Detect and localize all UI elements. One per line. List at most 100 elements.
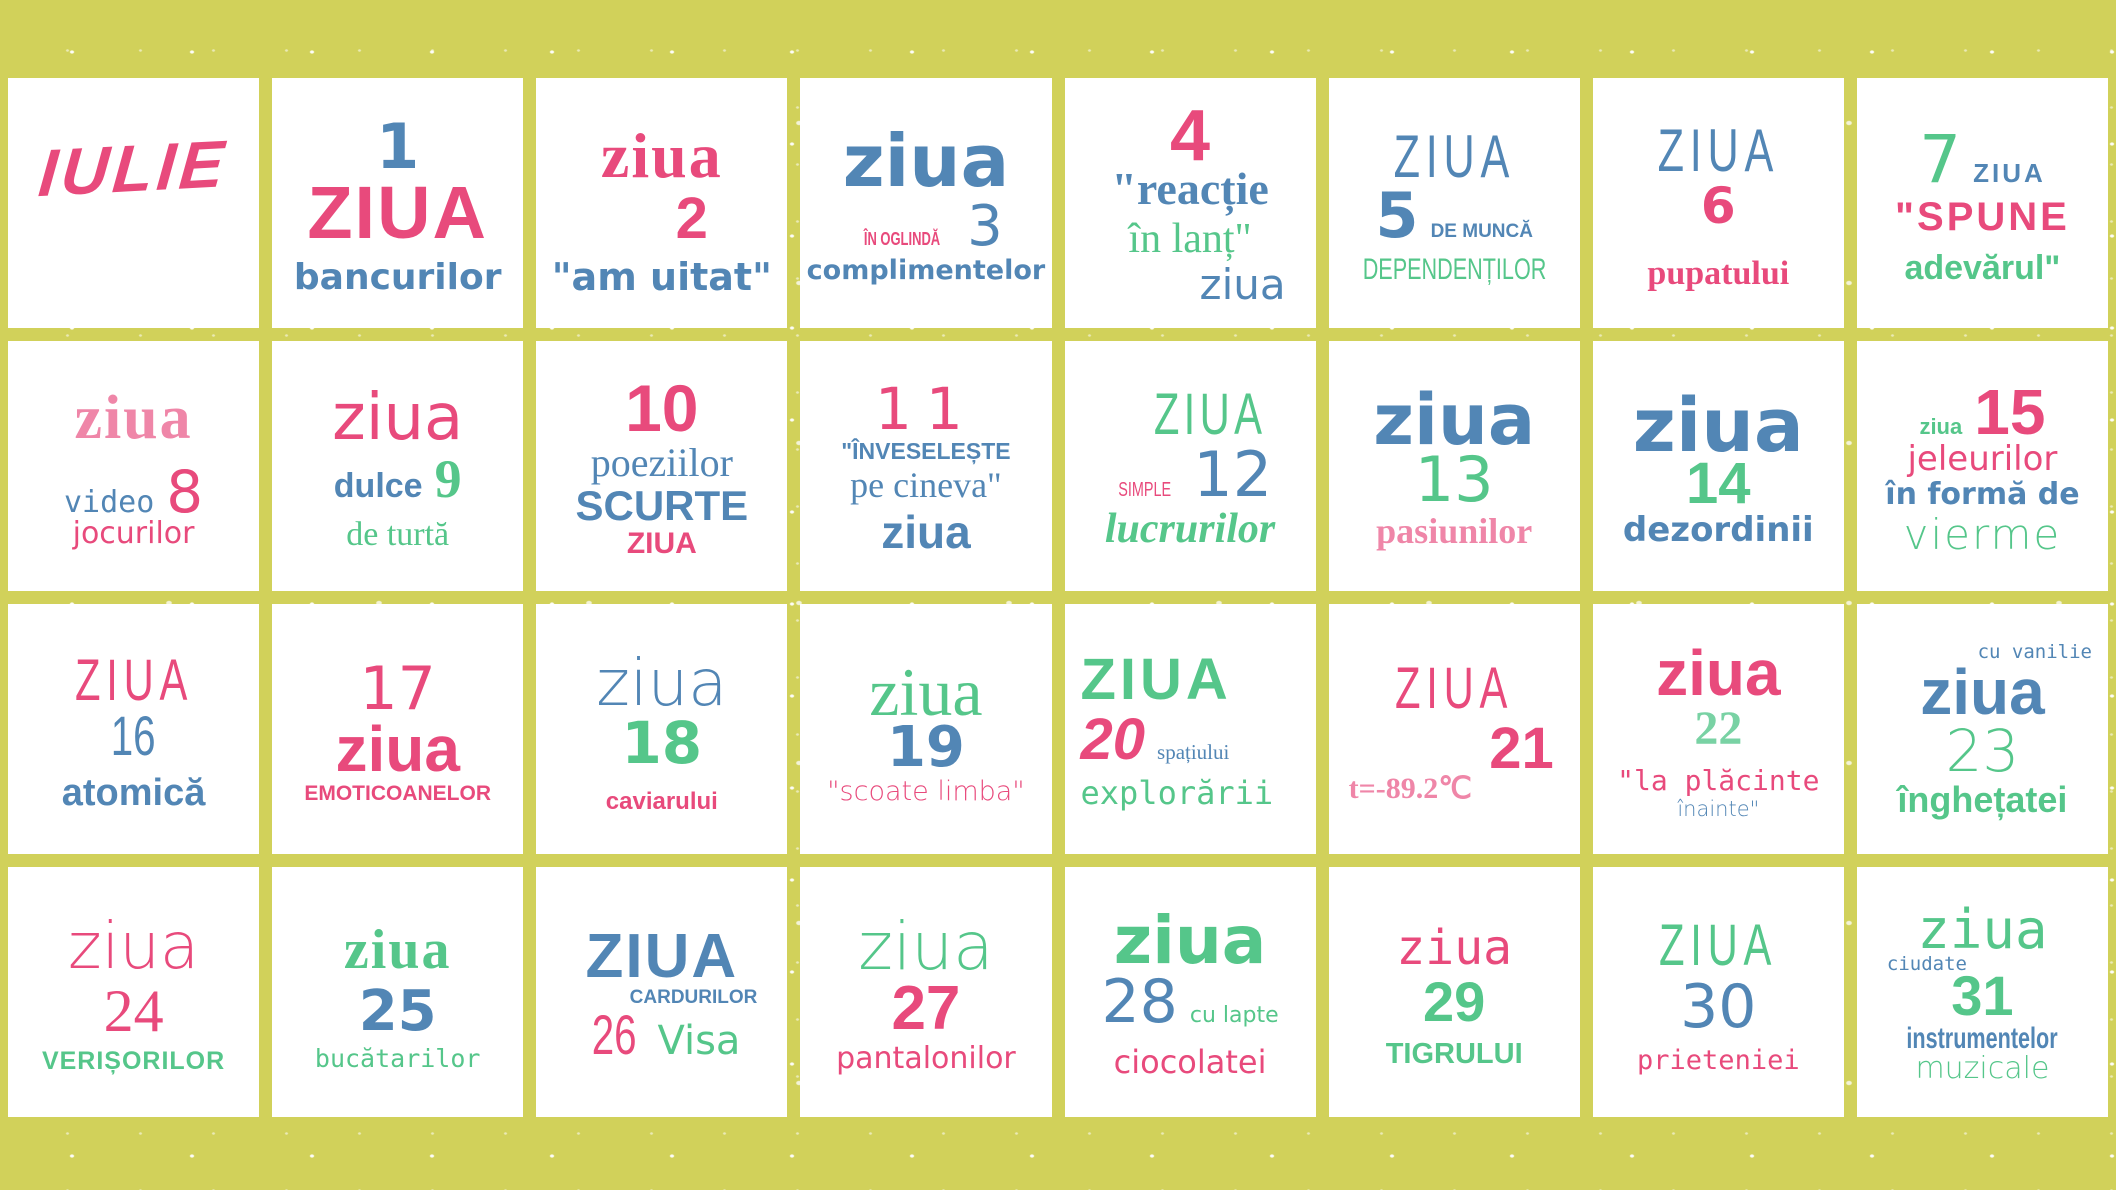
day-4-text-1-0: "reacție	[1111, 163, 1269, 214]
day-10-text-0-0: 10	[625, 371, 699, 445]
day-21-line-0: ZIUA	[1335, 660, 1574, 718]
day-cell-28: ziua 28 cu lapte ciocolatei	[1064, 867, 1316, 1117]
day-10-line-3: ZIUA	[542, 529, 781, 559]
day-18-text-0-0: ziua	[596, 647, 728, 721]
day-25-text-2-0: bucătarilor	[314, 1043, 481, 1073]
day-9-line-1: dulce 9	[278, 452, 517, 506]
day-18-line-1: 18	[542, 714, 781, 772]
day-11-line-3: ziua	[806, 509, 1045, 555]
day-17-line-1: ziua	[278, 717, 517, 781]
day-10-text-2-0: SCURTE	[575, 482, 749, 529]
day-5-line-2: DEPENDENȚILOR	[1335, 255, 1574, 285]
day-16-text-0-0: ZIUA	[74, 648, 193, 713]
day-5-text-0-0: ZIUA	[1393, 123, 1515, 190]
day-23-line-1: ziua	[1863, 660, 2102, 724]
day-12-line-0: ZIUA	[1091, 386, 1316, 444]
day-14-line-2: dezordinii	[1599, 513, 1838, 547]
day-15-text-3-0: vierme	[1903, 510, 2062, 559]
day-21-text-1-0: 21	[1489, 716, 1554, 781]
day-cell-25: ziua 25 bucătarilor	[272, 867, 524, 1117]
day-cell-26: ZIUA CARDURILOR 26 Visa	[536, 867, 788, 1117]
day-cell-5: ZIUA 5 DE MUNCĂ DEPENDENȚILOR	[1328, 78, 1580, 328]
day-12-text-0-0: ZIUA	[1153, 382, 1267, 447]
day-8-text-1-0: video	[63, 485, 155, 520]
day-14-text-0-0: ziua	[1632, 383, 1804, 469]
day-cell-29: ziua 29 TIGRULUI	[1328, 867, 1580, 1117]
day-18-text-1-0: 18	[621, 709, 703, 777]
day-15-line-1: jeleurilor	[1863, 442, 2102, 476]
day-23-text-3-0: înghețatei	[1897, 778, 2068, 820]
day-10-line-2: SCURTE	[542, 485, 781, 527]
day-31-text-1-0: ciudate	[1886, 952, 1967, 975]
day-10-line-0: 10	[542, 375, 781, 441]
day-31-text-0-0: ziua	[1917, 897, 2048, 961]
day-2-line-2: "am uitat"	[542, 258, 781, 296]
day-cell-1: 1 ZIUA bancurilor	[272, 78, 524, 328]
day-12-line-1: SIMPLE 12	[1071, 444, 1310, 506]
day-14-line-1: 14	[1599, 455, 1838, 513]
day-3-text-1-1: 3	[967, 193, 1003, 259]
day-3-text-0-0: ziua	[842, 118, 1010, 203]
day-5-text-1-1: DE MUNCĂ	[1430, 221, 1533, 242]
month-line-0: IULIE	[14, 126, 253, 210]
day-15-text-0-0: ziua	[1919, 414, 1963, 439]
day-cell-13: ziua 13 pasiunilor	[1328, 341, 1580, 591]
day-6-line-0: ZIUA	[1599, 121, 1838, 181]
day-8-line-1: video 8	[14, 463, 253, 521]
day-11-text-2-0: pe cineva"	[850, 464, 1002, 505]
day-31-line-1: ciudate	[1863, 952, 2102, 975]
day-22-line-2: "la plăcinte	[1599, 766, 1838, 795]
day-31-line-2: 31	[1863, 963, 2102, 1027]
day-23-text-1-0: ziua	[1920, 655, 2045, 728]
day-20-text-2-0: explorării	[1080, 774, 1274, 812]
day-cell-14: ziua 14 dezordinii	[1592, 341, 1844, 591]
day-6-text-0-0: ZIUA	[1657, 117, 1780, 184]
day-11-line-0: 11	[806, 380, 1045, 438]
day-cell-9: ziua dulce 9 de turtă	[272, 341, 524, 591]
day-22-text-3-0: înainte"	[1677, 796, 1760, 821]
day-13-text-1-0: 13	[1414, 443, 1494, 516]
day-1-text-2-0: bancurilor	[293, 257, 502, 298]
day-cell-3: ziua ÎN OGLINDĂ 3 complimentelor	[800, 78, 1052, 328]
day-21-text-2-0: t=-89.2℃	[1348, 772, 1472, 805]
day-5-text-2-0: DEPENDENȚILOR	[1362, 253, 1547, 286]
day-9-text-1-0: dulce	[333, 467, 423, 505]
day-13-line-0: ziua	[1335, 385, 1574, 455]
day-23-text-2-0: 23	[1945, 716, 2020, 785]
day-9-text-2-0: de turtă	[346, 516, 450, 553]
day-7-text-1-0: "SPUNE	[1895, 195, 2070, 239]
day-7-line-0: 7 ZIUA	[1863, 127, 2102, 193]
day-18-text-2-0: caviarului	[605, 788, 718, 815]
day-26-text-0-0: ZIUA	[585, 921, 739, 991]
day-20-line-2: explorării	[1071, 777, 1310, 809]
day-17-text-1-0: ziua	[335, 712, 460, 785]
day-19-text-0-0: ziua	[869, 653, 983, 730]
day-20-text-0-0: ZIUA	[1080, 647, 1232, 712]
day-26-line-1: CARDURILOR	[542, 988, 781, 1007]
day-cell-21: ZIUA 21 t=-89.2℃	[1328, 604, 1580, 854]
day-15-line-0: ziua 15	[1863, 380, 2102, 444]
day-cell-16: ZIUA 16 atomică	[8, 604, 260, 854]
day-12-line-2: lucrurilor	[1071, 508, 1310, 550]
day-25-line-1: 25	[278, 983, 517, 1040]
day-17-text-2-0: EMOTICOANELOR	[304, 781, 492, 805]
day-7-text-0-0: 7	[1919, 121, 1962, 198]
day-14-text-2-0: dezordinii	[1622, 510, 1814, 550]
day-24-line-2: VERIȘORILOR	[14, 1048, 253, 1074]
day-30-line-0: ZIUA	[1599, 916, 1838, 975]
day-cell-19: ziua 19 "scoate limba"	[800, 604, 1052, 854]
day-15-line-3: vierme	[1863, 514, 2102, 556]
day-26-text-2-1: Visa	[657, 1017, 741, 1064]
day-27-text-1-0: 27	[891, 974, 961, 1043]
day-cell-6: ZIUA 6 pupatului	[1592, 78, 1844, 328]
day-28-text-1-1: cu lapte	[1189, 1003, 1279, 1028]
day-15-line-2: în formă de	[1863, 480, 2102, 510]
day-31-text-2-0: 31	[1951, 963, 2014, 1027]
day-19-text-2-0: "scoate limba"	[827, 775, 1025, 807]
day-7-line-2: adevărul"	[1863, 251, 2102, 285]
day-9-line-2: de turtă	[278, 518, 517, 552]
day-28-line-1: 28 cu lapte	[1071, 972, 1310, 1032]
day-3-line-0: ziua	[806, 125, 1045, 197]
day-cell-12: ZIUA SIMPLE 12 lucrurilor	[1064, 341, 1316, 591]
